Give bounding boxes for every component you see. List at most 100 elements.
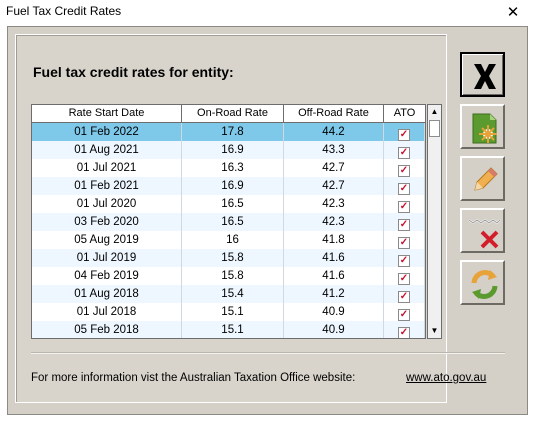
ato-checkbox[interactable]: ✓ [398,255,410,267]
table-row[interactable]: 01 Jul 2020 16.5 42.3 ✓ [32,195,425,213]
on-road-rate-cell: 16.5 [182,213,284,231]
footer-info-text: For more information vist the Australian… [31,372,356,384]
ato-checkbox[interactable]: ✓ [398,147,410,159]
ato-checkbox[interactable]: ✓ [398,183,410,195]
ato-cell: ✓ [384,141,425,159]
off-road-rate-cell: 42.3 [284,195,384,213]
on-road-rate-cell: 17.8 [182,123,284,141]
on-road-rate-cell: 16.9 [182,177,284,195]
off-road-rate-cell: 41.2 [284,285,384,303]
table-row[interactable]: 05 Aug 2019 16 41.8 ✓ [32,231,425,249]
delete-rate-button[interactable] [460,208,505,253]
off-road-rate-cell: 42.7 [284,159,384,177]
off-road-rate-cell: 42.3 [284,213,384,231]
on-road-rate-cell: 15.8 [182,267,284,285]
on-road-rate-cell: 16.9 [182,141,284,159]
off-road-rate-cell: 44.2 [284,123,384,141]
dialog-frame: Fuel tax credit rates for entity: Rate S… [7,26,528,415]
ato-cell: ✓ [384,267,425,285]
edit-rate-button[interactable] [460,156,505,201]
rate-start-date-cell: 01 Jul 2020 [32,195,182,213]
page-title: Fuel tax credit rates for entity: [33,64,234,80]
table-row[interactable]: 01 Jul 2021 16.3 42.7 ✓ [32,159,425,177]
rate-start-date-cell: 05 Aug 2019 [32,231,182,249]
ato-checkbox[interactable]: ✓ [398,165,410,177]
delete-x-icon [468,218,501,249]
rate-start-date-cell: 01 Feb 2021 [32,177,182,195]
edit-pencil-icon [474,167,498,191]
rate-start-date-cell: 01 Jul 2021 [32,159,182,177]
rate-start-date-cell: 05 Feb 2018 [32,321,182,338]
column-header-on-road-rate[interactable]: On-Road Rate [182,105,284,123]
rate-start-date-cell: 01 Aug 2018 [32,285,182,303]
new-rate-button[interactable] [460,104,505,149]
ato-checkbox[interactable]: ✓ [398,309,410,321]
ato-cell: ✓ [384,285,425,303]
scroll-up-arrow-icon[interactable]: ▲ [428,105,441,119]
column-header-rate-start-date[interactable]: Rate Start Date [32,105,182,123]
rates-table[interactable]: Rate Start Date On-Road Rate Off-Road Ra… [31,104,426,339]
table-row[interactable]: 01 Feb 2022 17.8 44.2 ✓ [32,123,425,141]
off-road-rate-cell: 40.9 [284,321,384,338]
ato-checkbox[interactable]: ✓ [398,201,410,213]
table-row[interactable]: 01 Jul 2018 15.1 40.9 ✓ [32,303,425,321]
ato-cell: ✓ [384,249,425,267]
rate-start-date-cell: 01 Feb 2022 [32,123,182,141]
table-row[interactable]: 01 Feb 2021 16.9 42.7 ✓ [32,177,425,195]
table-row[interactable]: 01 Aug 2021 16.9 43.3 ✓ [32,141,425,159]
title-bar: Fuel Tax Credit Rates ✕ [0,0,535,25]
ato-cell: ✓ [384,123,425,141]
table-row[interactable]: 05 Feb 2018 15.1 40.9 ✓ [32,321,425,338]
ato-checkbox[interactable]: ✓ [398,291,410,303]
off-road-rate-cell: 40.9 [284,303,384,321]
ato-checkbox[interactable]: ✓ [398,129,410,141]
ato-checkbox[interactable]: ✓ [398,327,410,338]
on-road-rate-cell: 15.1 [182,321,284,338]
table-row[interactable]: 03 Feb 2020 16.5 42.3 ✓ [32,213,425,231]
off-road-rate-cell: 42.7 [284,177,384,195]
rate-start-date-cell: 04 Feb 2019 [32,267,182,285]
on-road-rate-cell: 16.3 [182,159,284,177]
on-road-rate-cell: 15.8 [182,249,284,267]
ato-cell: ✓ [384,159,425,177]
off-road-rate-cell: 43.3 [284,141,384,159]
on-road-rate-cell: 15.4 [182,285,284,303]
rate-start-date-cell: 01 Aug 2021 [32,141,182,159]
column-header-ato[interactable]: ATO [384,105,425,123]
on-road-rate-cell: 16.5 [182,195,284,213]
close-button[interactable] [460,52,505,97]
off-road-rate-cell: 41.6 [284,249,384,267]
ato-cell: ✓ [384,195,425,213]
ato-cell: ✓ [384,303,425,321]
rate-start-date-cell: 01 Jul 2018 [32,303,182,321]
divider [31,352,505,354]
ato-checkbox[interactable]: ✓ [398,237,410,249]
rate-start-date-cell: 03 Feb 2020 [32,213,182,231]
ato-cell: ✓ [384,321,425,338]
table-row[interactable]: 01 Jul 2019 15.8 41.6 ✓ [32,249,425,267]
new-document-icon [472,113,497,144]
table-row[interactable]: 04 Feb 2019 15.8 41.6 ✓ [32,267,425,285]
window-close-button[interactable]: ✕ [506,4,520,21]
table-row[interactable]: 01 Aug 2018 15.4 41.2 ✓ [32,285,425,303]
window-title: Fuel Tax Credit Rates [6,4,122,18]
rate-start-date-cell: 01 Jul 2019 [32,249,182,267]
ato-cell: ✓ [384,177,425,195]
ato-checkbox[interactable]: ✓ [398,219,410,231]
table-scrollbar[interactable]: ▲ ▼ [427,104,442,339]
column-header-off-road-rate[interactable]: Off-Road Rate [284,105,384,123]
scroll-down-arrow-icon[interactable]: ▼ [428,324,441,338]
refresh-sync-icon [471,270,498,299]
ato-checkbox[interactable]: ✓ [398,273,410,285]
close-x-icon [474,64,496,89]
off-road-rate-cell: 41.8 [284,231,384,249]
on-road-rate-cell: 16 [182,231,284,249]
off-road-rate-cell: 41.6 [284,267,384,285]
ato-cell: ✓ [384,213,425,231]
ato-cell: ✓ [384,231,425,249]
ato-website-link[interactable]: www.ato.gov.au [406,372,487,384]
scroll-thumb[interactable] [429,120,440,137]
on-road-rate-cell: 15.1 [182,303,284,321]
refresh-rates-button[interactable] [460,260,505,305]
